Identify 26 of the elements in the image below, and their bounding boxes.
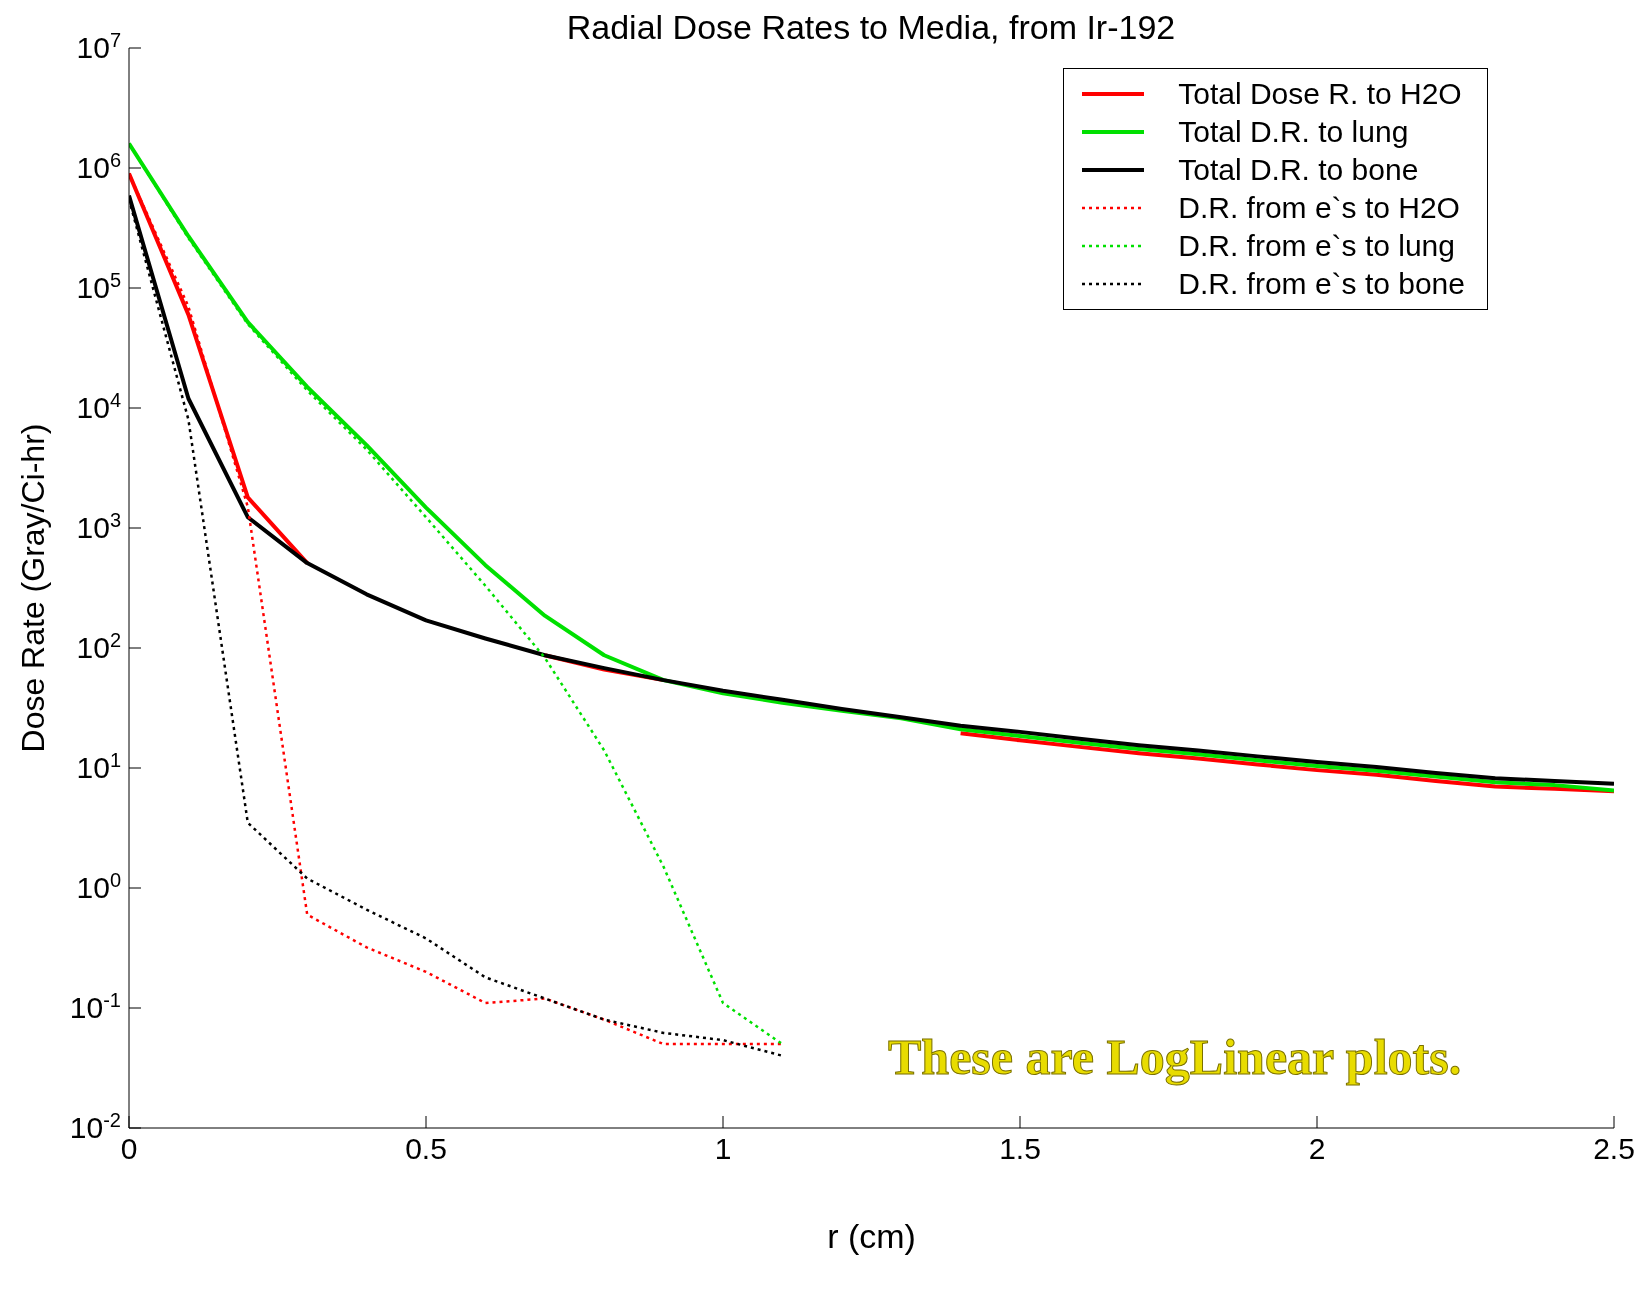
legend-label: D.R. from e`s to bone (1178, 267, 1465, 301)
legend-label: D.R. from e`s to lung (1178, 229, 1455, 263)
y-tick-label: 10$^{5}$ (76, 269, 121, 304)
legend-label: Total D.R. to bone (1178, 153, 1419, 187)
y-tick-label: 10$^{2}$ (76, 629, 121, 664)
y-tick-label: 10$^{0}$ (76, 869, 121, 904)
y-tick-label: 10$^{-2}$ (69, 1109, 121, 1144)
x-tick-label: 2.5 (1593, 1132, 1635, 1166)
legend-label: Total Dose R. to H2O (1178, 77, 1462, 111)
y-axis-title: Dose Rate (Gray/Ci-hr) (15, 423, 52, 753)
y-tick-label: 10$^{1}$ (76, 749, 121, 784)
legend-label: Total D.R. to lung (1178, 115, 1409, 149)
y-tick-label: 10$^{-1}$ (69, 989, 121, 1024)
chart-title: Radial Dose Rates to Media, from Ir-192 (565, 8, 1177, 47)
y-tick-label: 10$^{4}$ (76, 389, 121, 424)
x-tick-label: 1.5 (999, 1132, 1041, 1166)
x-tick-label: 0 (120, 1132, 138, 1166)
y-tick-label: 10$^{6}$ (76, 149, 121, 184)
y-tick-label: 10$^{7}$ (76, 29, 121, 64)
annotation: These are LogLinear plots. (888, 1028, 1462, 1086)
y-tick-label: 10$^{3}$ (76, 509, 121, 544)
x-axis-title: r (cm) (827, 1217, 916, 1255)
x-tick-label: 1 (714, 1132, 732, 1166)
legend-label: D.R. from e`s to H2O (1178, 191, 1460, 225)
x-tick-label: 2 (1308, 1132, 1326, 1166)
x-tick-label: 0.5 (405, 1132, 447, 1166)
